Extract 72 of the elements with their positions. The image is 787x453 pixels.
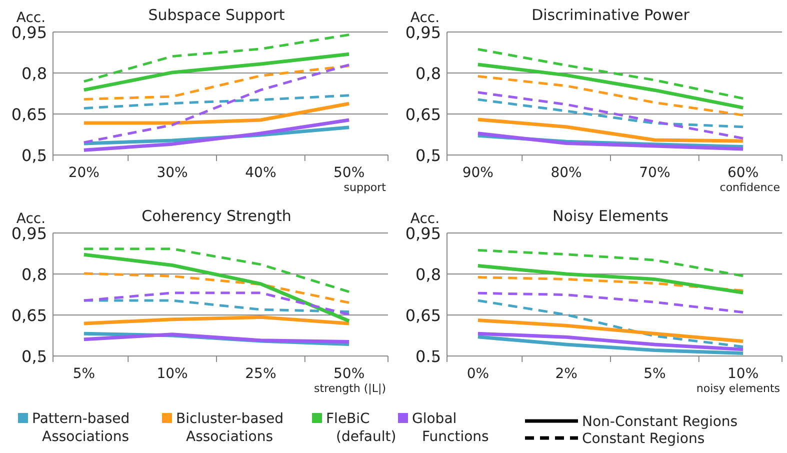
x-tick-label: 40% <box>245 165 276 181</box>
y-tick-label: 0,95 <box>405 224 441 243</box>
legend-label: FleBiC (default) <box>326 411 396 445</box>
line-series <box>476 276 744 292</box>
line-series <box>476 248 744 278</box>
legend-label: Global Functions <box>412 411 489 445</box>
line-series <box>476 118 745 143</box>
line-series <box>476 318 745 343</box>
x-tick-label: 60% <box>728 165 759 181</box>
line-series <box>476 48 744 100</box>
chart-title: Discriminative Power <box>532 6 690 24</box>
x-tick-label: 10% <box>728 366 759 382</box>
line-series <box>82 252 351 323</box>
x-axis-title: noisy elements <box>696 382 780 395</box>
y-tick-label: 0,5 <box>22 146 47 165</box>
y-tick-label: 0,65 <box>11 306 47 325</box>
line-series <box>82 52 351 92</box>
x-tick-label: 0% <box>466 366 490 382</box>
line-series <box>82 64 350 100</box>
line-series <box>476 62 745 110</box>
x-tick-label: 90% <box>462 165 494 181</box>
y-axis-title: Acc. <box>410 10 440 26</box>
line-series <box>476 98 744 128</box>
x-axis-title: confidence <box>720 181 780 194</box>
x-tick-label: 10% <box>156 366 188 382</box>
line-series <box>82 64 350 144</box>
y-tick-label: 0,95 <box>11 23 47 42</box>
line-series <box>82 272 350 304</box>
x-tick-label: 30% <box>156 165 188 181</box>
line-series <box>476 75 744 116</box>
y-tick-label: 0.5 <box>416 347 441 366</box>
chart-title: Coherency Strength <box>142 207 292 225</box>
y-tick-label: 0,8 <box>416 64 441 83</box>
line-series <box>82 118 351 152</box>
chart-title: Subspace Support <box>148 6 285 24</box>
line-series <box>82 33 350 83</box>
x-tick-label: 5% <box>644 366 666 382</box>
line-series <box>476 91 744 140</box>
y-tick-label: 0,95 <box>11 224 47 243</box>
y-tick-label: 0,95 <box>405 23 441 42</box>
y-tick-label: 0,8 <box>22 64 47 83</box>
y-axis-title: Acc. <box>16 211 46 227</box>
x-tick-label: 25% <box>245 366 276 382</box>
x-tick-label: 80% <box>550 165 582 181</box>
line-series <box>476 264 745 294</box>
line-series <box>476 335 745 356</box>
y-tick-label: 0,8 <box>416 265 441 284</box>
legend-label: Pattern-based Associations <box>32 411 134 445</box>
x-tick-label: 5% <box>72 366 96 382</box>
y-tick-label: 0,65 <box>11 105 47 124</box>
line-series <box>476 292 744 314</box>
y-tick-label: 0,5 <box>22 347 47 366</box>
x-axis-title: strength (|L|) <box>314 382 386 395</box>
x-tick-label: 50% <box>334 366 365 382</box>
y-tick-label: 0,65 <box>405 105 441 124</box>
line-series <box>476 332 745 352</box>
x-tick-label: 2% <box>555 366 578 382</box>
text: Non-Constant Regions <box>582 414 738 430</box>
y-tick-label: 0,8 <box>22 265 47 284</box>
x-tick-label: 20% <box>68 165 100 181</box>
line-series <box>476 299 744 348</box>
x-axis-title: support <box>344 181 387 194</box>
line-series <box>82 94 350 110</box>
y-tick-label: 0,65 <box>405 306 441 325</box>
x-tick-label: 50% <box>334 165 365 181</box>
y-axis-title: Acc. <box>16 10 46 26</box>
y-tick-label: 0,5 <box>416 146 441 165</box>
chart-title: Noisy Elements <box>552 207 669 225</box>
y-axis-title: Acc. <box>410 211 440 227</box>
x-tick-label: 70% <box>639 165 670 181</box>
legend-label: Bicluster-based Associations <box>176 411 288 445</box>
text: Constant Regions <box>582 431 705 447</box>
